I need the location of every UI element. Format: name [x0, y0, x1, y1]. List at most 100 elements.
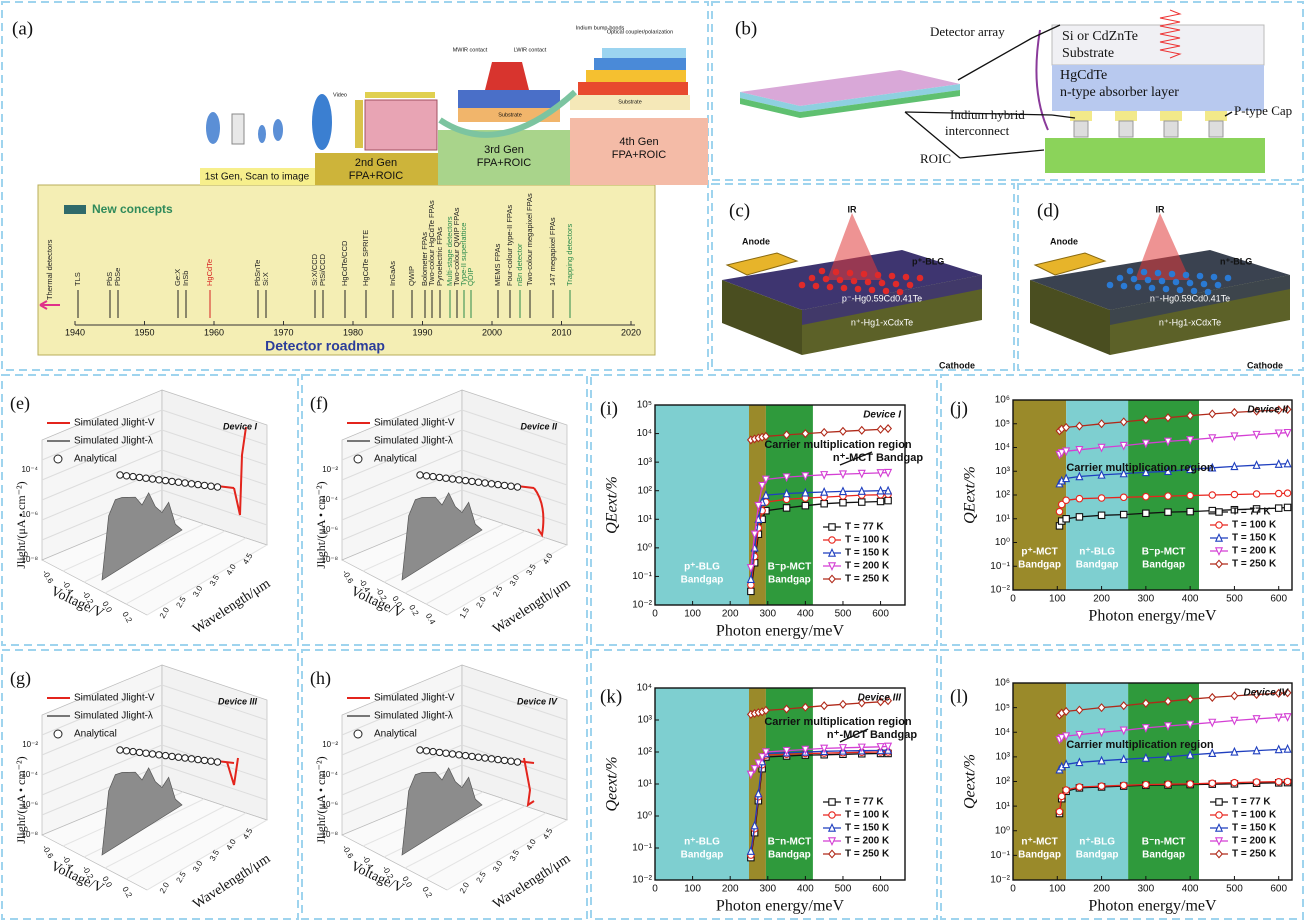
atom: [1116, 274, 1124, 282]
absorber-layer: [1052, 65, 1264, 111]
x-tick-label: 0: [652, 609, 658, 620]
data-point: [1252, 689, 1261, 700]
legend-text: T = 250 K: [845, 574, 890, 585]
data-point: [839, 498, 847, 507]
data-point: [754, 759, 763, 769]
chart: [654, 404, 906, 606]
wall-grid: [161, 489, 268, 526]
y-axis-title: QEext/%: [962, 466, 979, 524]
atom: [878, 279, 886, 287]
tick-label: 10⁻⁴: [21, 465, 38, 474]
y-axis-title: Qeext/%: [962, 754, 979, 809]
atom: [1106, 281, 1114, 289]
layer-band: [802, 275, 982, 325]
data-point: [1141, 415, 1150, 425]
data-point: [1164, 492, 1172, 500]
data-point: [1062, 496, 1070, 505]
axis-title: Wavelength/μm: [491, 576, 574, 637]
data-point: [1097, 494, 1106, 502]
plot3d: [41, 389, 268, 616]
atom: [826, 283, 834, 291]
atom: [1182, 271, 1190, 279]
data-point: [746, 574, 755, 583]
tick-label: 0.2: [120, 610, 134, 625]
region-label: Bandgap: [1142, 850, 1185, 861]
data-point: [1055, 807, 1064, 816]
frame-h: [301, 649, 588, 920]
analytical-point: [207, 482, 215, 490]
milestone: QWIP: [407, 266, 416, 286]
annotation: n⁺-MCT Bandgap: [833, 452, 923, 464]
legend-text: Simulated Jlight-V: [374, 418, 455, 429]
bump: [1073, 120, 1089, 138]
data-point: [1274, 504, 1283, 512]
data-point: [1062, 422, 1071, 432]
tick-label: -0.6: [40, 844, 55, 861]
jv-tail: [226, 757, 239, 786]
legend-marker: [827, 562, 837, 572]
y-tick-label: 10⁵: [637, 400, 652, 411]
analytical-point: [487, 755, 496, 763]
device-art: [1030, 213, 1290, 355]
analytical-point: [200, 481, 209, 490]
device-group: [722, 213, 982, 355]
data-point: [876, 485, 885, 495]
data-point: [1062, 732, 1071, 742]
data-point: [1163, 751, 1173, 761]
frame-f: [301, 374, 588, 646]
milestone: Two-colour megapixel FPAs: [525, 193, 534, 286]
y-tick-label: 10¹: [638, 779, 653, 790]
axis-title: Voltage/V: [48, 859, 106, 896]
region: [655, 405, 749, 605]
data-point: [1208, 409, 1217, 419]
substrate-layer: [1051, 24, 1265, 66]
year: 1990: [412, 327, 432, 337]
ir-beam: [827, 213, 882, 280]
data-point: [820, 499, 828, 508]
data-point: [1283, 428, 1292, 438]
analytical-point: [461, 751, 470, 760]
data-point: [758, 481, 767, 491]
layer-label: Substrate: [1062, 46, 1114, 61]
analytical-point: [494, 755, 502, 764]
data-point: [1142, 492, 1150, 501]
data-point: [1062, 786, 1070, 794]
analytical-point: [155, 476, 163, 484]
analytical-point: [500, 756, 509, 765]
y-tick-label: 10⁻²: [990, 585, 1010, 596]
x-tick-label: 300: [1138, 594, 1155, 605]
x-tick-label: 0: [1010, 594, 1016, 605]
region-label: Bandgap: [768, 850, 811, 861]
cap: [1115, 111, 1137, 121]
data-point: [876, 743, 885, 752]
data-point: [1075, 730, 1084, 740]
fpa-grid: [364, 99, 438, 151]
analytical-point: [455, 751, 463, 759]
data-point: [820, 744, 829, 754]
callout: P-type Cap: [1234, 103, 1292, 118]
tick-label: 10⁻²: [322, 740, 338, 749]
data-point: [1208, 692, 1217, 702]
legend-text: T = 100 K: [1232, 810, 1277, 821]
data-point: [1142, 509, 1150, 518]
data-point: [1097, 419, 1106, 429]
wall-grid: [341, 429, 463, 481]
roic-layer: [1045, 138, 1265, 173]
data-point: [838, 744, 848, 753]
legend-text: Simulated Jlight-V: [74, 418, 155, 429]
data-point: [782, 488, 791, 498]
data-point: [1283, 458, 1292, 468]
x-axis-title: Photon energy/meV: [1088, 608, 1217, 625]
atom: [892, 280, 900, 288]
fpa-strip: [365, 92, 435, 98]
generation: 4th Gen: [619, 136, 658, 148]
atom: [1168, 270, 1176, 278]
y-tick-label: 10⁴: [637, 683, 652, 694]
floor-grid: [446, 544, 568, 616]
region: [765, 688, 813, 880]
atom: [1120, 282, 1128, 290]
legend-text: T = 77 K: [1232, 797, 1271, 808]
device-group: [1030, 213, 1290, 355]
x-tick-label: 100: [1049, 884, 1066, 895]
